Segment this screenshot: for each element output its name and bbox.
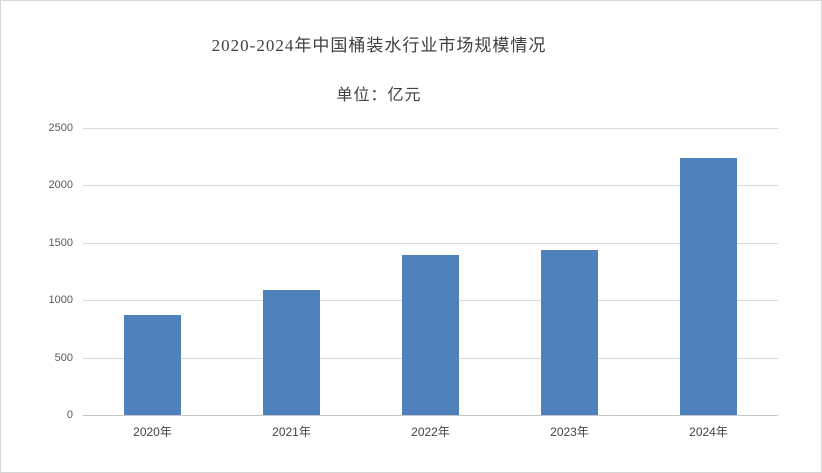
bar-2022年 bbox=[402, 255, 459, 415]
bar-2021年 bbox=[263, 289, 320, 415]
bar-2023年 bbox=[541, 249, 598, 415]
x-tick-label-2020年: 2020年 bbox=[133, 425, 172, 439]
x-axis-line bbox=[83, 415, 778, 416]
x-tick-label-2024年: 2024年 bbox=[689, 425, 728, 439]
x-tick-label-2023年: 2023年 bbox=[550, 425, 589, 439]
y-tick-label-1500: 1500 bbox=[48, 236, 73, 249]
bar-2020年 bbox=[124, 315, 181, 415]
x-tick-label-2022年: 2022年 bbox=[411, 425, 450, 439]
y-tick-label-2000: 2000 bbox=[48, 179, 73, 192]
y-tick-label-500: 500 bbox=[54, 351, 73, 364]
bar-2024年 bbox=[680, 157, 737, 415]
chart-unit-label: 单位：亿元 bbox=[336, 87, 422, 104]
gridline-2500 bbox=[83, 128, 778, 129]
x-tick-label-2021年: 2021年 bbox=[272, 425, 311, 439]
y-tick-label-0: 0 bbox=[66, 409, 73, 421]
chart-title: 2020-2024年中国桶装水行业市场规模情况 bbox=[211, 36, 547, 55]
gridline-1500 bbox=[83, 242, 778, 244]
y-tick-label-2500: 2500 bbox=[48, 122, 73, 134]
gridline-2000 bbox=[83, 185, 778, 187]
y-tick-label-1000: 1000 bbox=[48, 294, 73, 307]
